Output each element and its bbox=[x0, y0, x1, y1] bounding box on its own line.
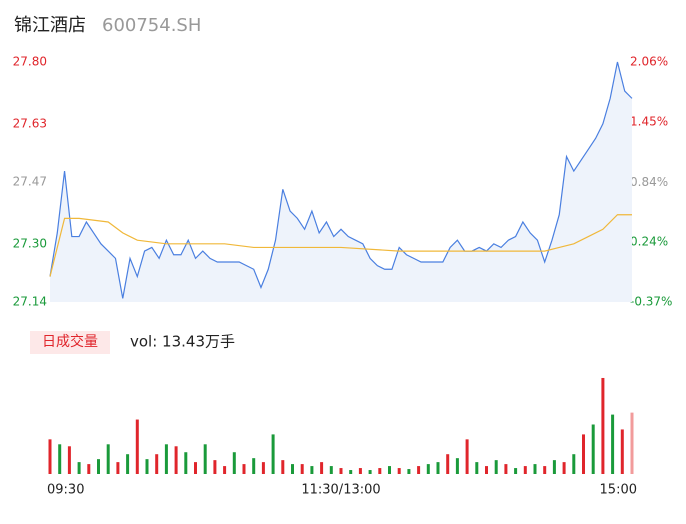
x-tick-label: 09:30 bbox=[47, 483, 84, 498]
volume-legend: 日成交量 bbox=[42, 333, 98, 350]
volume-bar bbox=[417, 466, 421, 474]
volume-bar bbox=[203, 444, 207, 474]
x-tick-label: 15:00 bbox=[600, 483, 637, 498]
volume-bar bbox=[223, 466, 227, 474]
volume-bar bbox=[572, 454, 576, 474]
stock-name: 锦江酒店 bbox=[14, 15, 86, 36]
volume-bar bbox=[320, 462, 324, 474]
volume-bar bbox=[494, 460, 498, 474]
volume-bar bbox=[504, 464, 508, 474]
volume-bar bbox=[455, 458, 459, 474]
volume-bar bbox=[388, 466, 391, 474]
volume-summary: vol: 13.43万手 bbox=[130, 333, 235, 351]
volume-bar bbox=[281, 460, 285, 474]
volume-bar bbox=[194, 462, 197, 474]
volume-bar bbox=[591, 424, 595, 474]
volume-bar bbox=[465, 439, 469, 474]
y-tick-label: 27.63 bbox=[13, 116, 47, 130]
volume-bar bbox=[358, 468, 362, 474]
volume-bar bbox=[164, 444, 168, 474]
volume-bar bbox=[271, 434, 275, 474]
y2-tick-label: 1.45% bbox=[630, 115, 668, 129]
stock-code: 600754.SH bbox=[102, 15, 201, 36]
volume-bar bbox=[339, 468, 343, 474]
volume-bar bbox=[213, 460, 217, 474]
volume-bar bbox=[426, 464, 430, 474]
price-line bbox=[49, 61, 633, 299]
volume-bar bbox=[436, 462, 440, 474]
volume-bar bbox=[514, 468, 518, 474]
volume-bar bbox=[242, 464, 246, 474]
volume-bar bbox=[485, 466, 488, 474]
y-tick-label: 27.47 bbox=[13, 175, 47, 189]
y2-tick-label: 0.84% bbox=[630, 175, 668, 189]
volume-bar bbox=[446, 454, 450, 474]
volume-bar bbox=[116, 462, 120, 474]
volume-bar bbox=[67, 446, 71, 474]
volume-bar bbox=[174, 446, 178, 474]
volume-bar bbox=[630, 412, 634, 474]
price-area bbox=[50, 62, 632, 302]
volume-bar bbox=[87, 464, 91, 474]
volume-bar bbox=[378, 468, 382, 474]
volume-bar bbox=[310, 466, 314, 474]
volume-bar bbox=[106, 444, 110, 474]
volume-bar bbox=[329, 466, 333, 474]
volume-bar bbox=[397, 468, 401, 474]
volume-bar bbox=[300, 464, 304, 474]
y2-tick-label: 2.06% bbox=[630, 55, 668, 69]
volume-bar bbox=[58, 444, 62, 474]
avg-line bbox=[49, 214, 632, 277]
volume-bar bbox=[582, 434, 585, 474]
volume-bar bbox=[407, 469, 411, 474]
volume-bar bbox=[48, 439, 52, 474]
y-tick-label: 27.80 bbox=[13, 55, 47, 69]
volume-bar bbox=[97, 459, 100, 474]
y2-tick-label: -0.37% bbox=[630, 295, 672, 309]
y-tick-label: 27.30 bbox=[13, 236, 47, 250]
volume-bar bbox=[533, 464, 537, 474]
volume-bar bbox=[611, 414, 615, 474]
volume-bar bbox=[126, 454, 130, 474]
y-tick-label: 27.14 bbox=[13, 295, 47, 309]
volume-bar bbox=[261, 462, 265, 474]
volume-bar bbox=[475, 462, 479, 474]
volume-bar bbox=[601, 377, 605, 474]
volume-bar bbox=[543, 466, 547, 474]
volume-bar bbox=[252, 458, 256, 474]
volume-bar bbox=[184, 452, 188, 474]
volume-bar bbox=[145, 459, 149, 474]
volume-bar bbox=[232, 452, 236, 474]
x-tick-label: 11:30/13:00 bbox=[301, 483, 380, 498]
volume-bar bbox=[135, 419, 139, 474]
legend-box bbox=[30, 331, 110, 354]
volume-bar bbox=[349, 470, 353, 474]
y2-tick-label: 0.24% bbox=[630, 234, 668, 248]
volume-bar bbox=[368, 470, 372, 474]
volume-bar bbox=[620, 429, 624, 474]
volume-bar bbox=[562, 462, 566, 474]
volume-bar bbox=[552, 460, 556, 474]
volume-bar bbox=[291, 464, 294, 474]
volume-bar bbox=[155, 454, 159, 474]
volume-bar bbox=[523, 466, 527, 474]
volume-bar bbox=[77, 462, 81, 474]
